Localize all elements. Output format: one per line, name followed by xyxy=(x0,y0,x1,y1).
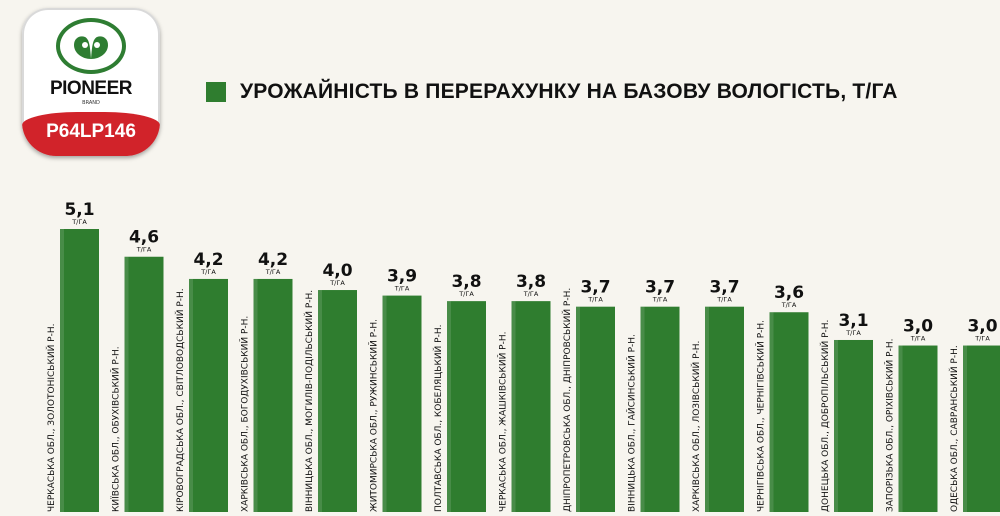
bar-highlight xyxy=(382,295,387,512)
bar-value-label: 3,7 xyxy=(709,278,739,298)
bar xyxy=(124,256,164,512)
category-label: ЧЕРКАСЬКА ОБЛ., ЖАШКІВСЬКИЙ Р-Н. xyxy=(497,332,509,512)
bar-value-label: 4,2 xyxy=(193,250,223,270)
bar-highlight xyxy=(963,345,967,512)
bar xyxy=(318,290,357,512)
hybrid-name: P64LP146 xyxy=(22,112,160,156)
bar-highlight xyxy=(318,290,322,512)
bar-highlight xyxy=(124,256,129,512)
bar xyxy=(640,306,680,512)
bar-unit-label: Т/ГА xyxy=(394,285,410,293)
bar xyxy=(511,301,551,512)
bar-value-label: 3,8 xyxy=(451,272,481,292)
bar-value-label: 3,9 xyxy=(387,267,417,287)
bar-unit-label: Т/ГА xyxy=(265,268,281,276)
bar-highlight xyxy=(511,301,516,512)
bar xyxy=(253,278,293,512)
category-label: ДОНЕЦЬКА ОБЛ., ДОБРОПІЛЬСЬКИЙ Р-Н. xyxy=(819,320,831,512)
pioneer-seed-logo-icon xyxy=(56,18,126,74)
bar-unit-label: Т/ГА xyxy=(458,290,474,298)
bar-value-label: 3,8 xyxy=(516,272,546,292)
category-label: ПОЛТАВСЬКА ОБЛ., КОБЕЛЯЦЬКИЙ Р-Н. xyxy=(432,325,444,512)
bar xyxy=(705,306,744,512)
category-label: ЧЕРКАСЬКА ОБЛ., ЗОЛОТОНІСЬКИЙ Р-Н. xyxy=(45,324,57,513)
pioneer-logo-badge: PIONEER BRAND P64LP146 xyxy=(22,8,160,156)
bar-highlight xyxy=(60,229,64,512)
bar-unit-label: Т/ГА xyxy=(845,329,861,337)
bar-value-label: 3,0 xyxy=(967,317,997,337)
bar-value-label: 4,6 xyxy=(129,228,159,248)
bar xyxy=(382,295,422,512)
bar xyxy=(60,229,99,512)
bar-value-label: 3,7 xyxy=(580,278,610,298)
bar xyxy=(769,312,809,512)
bar-value-label: 3,7 xyxy=(645,278,675,298)
bar xyxy=(576,306,615,512)
bar-highlight xyxy=(576,306,580,512)
category-label: ДНІПРОПЕТРОВСЬКА ОБЛ., ДНІПРОВСЬКИЙ Р-Н. xyxy=(561,288,573,512)
bar-highlight xyxy=(898,345,903,512)
bar-unit-label: Т/ГА xyxy=(136,246,152,254)
bar-value-label: 4,0 xyxy=(322,261,352,281)
bar-unit-label: Т/ГА xyxy=(587,296,603,304)
brand-name: PIONEER xyxy=(49,78,133,99)
bar-unit-label: Т/ГА xyxy=(523,290,539,298)
category-label: ХАРКІВСЬКА ОБЛ., ЛОЗІВСЬКИЙ Р-Н. xyxy=(690,341,702,512)
bar-unit-label: Т/ГА xyxy=(781,301,797,309)
corn-leaves-icon xyxy=(74,36,108,59)
legend-label: УРОЖАЙНІСТЬ В ПЕРЕРАХУНКУ НА БАЗОВУ ВОЛО… xyxy=(240,80,898,103)
category-label: ВІННИЦЬКА ОБЛ., МОГИЛІВ-ПОДІЛЬСЬКИЙ Р-Н. xyxy=(303,290,315,512)
bar-unit-label: Т/ГА xyxy=(910,335,926,343)
category-label: КИЇВСЬКА ОБЛ., ОБУХІВСЬКИЙ Р-Н. xyxy=(110,346,122,512)
bar-highlight xyxy=(447,301,451,512)
category-label: ЖИТОМИРСЬКА ОБЛ., РУЖИНСЬКИЙ Р-Н. xyxy=(368,319,380,512)
brand-sub-label: BRAND xyxy=(82,100,100,106)
bar-highlight xyxy=(189,278,193,512)
bar-value-label: 3,6 xyxy=(774,283,804,303)
bar-value-label: 3,1 xyxy=(838,311,868,331)
bar-unit-label: Т/ГА xyxy=(71,218,87,226)
bar-unit-label: Т/ГА xyxy=(974,335,990,343)
category-label: ХАРКІВСЬКА ОБЛ., БОГОДУХІВСЬКИЙ Р-Н. xyxy=(239,316,251,512)
bar-highlight xyxy=(640,306,645,512)
category-label: КІРОВОГРАДСЬКА ОБЛ., СВІТЛОВОДСЬКИЙ Р-Н. xyxy=(174,288,186,512)
bar xyxy=(447,301,486,512)
bar-unit-label: Т/ГА xyxy=(652,296,668,304)
bar-unit-label: Т/ГА xyxy=(200,268,216,276)
category-label: ОДЕСЬКА ОБЛ., САВРАНСЬКИЙ Р-Н. xyxy=(948,345,960,512)
bar xyxy=(898,345,938,512)
bar-highlight xyxy=(769,312,774,512)
bar-highlight xyxy=(705,306,709,512)
bar-highlight xyxy=(253,278,258,512)
category-label: ЧЕРНІГІВСЬКА ОБЛ., ЧЕРНІГІВСЬКИЙ Р-Н. xyxy=(755,320,767,512)
bar-value-label: 4,2 xyxy=(258,250,288,270)
legend-swatch xyxy=(206,82,226,102)
chart-legend: УРОЖАЙНІСТЬ В ПЕРЕРАХУНКУ НА БАЗОВУ ВОЛО… xyxy=(206,80,898,104)
bar-value-label: 5,1 xyxy=(64,200,94,220)
bar-highlight xyxy=(834,339,838,512)
category-label: ЗАПОРІЗЬКА ОБЛ., ОРІХІВСЬКИЙ Р-Н. xyxy=(884,339,896,512)
bar xyxy=(834,339,873,512)
bar-value-label: 3,0 xyxy=(903,317,933,337)
category-label: ВІННИЦЬКА ОБЛ., ГАЙСИНСЬКИЙ Р-Н. xyxy=(626,334,638,512)
bar xyxy=(963,345,1000,512)
bar-unit-label: Т/ГА xyxy=(329,279,345,287)
bar xyxy=(189,278,228,512)
bar-unit-label: Т/ГА xyxy=(716,296,732,304)
